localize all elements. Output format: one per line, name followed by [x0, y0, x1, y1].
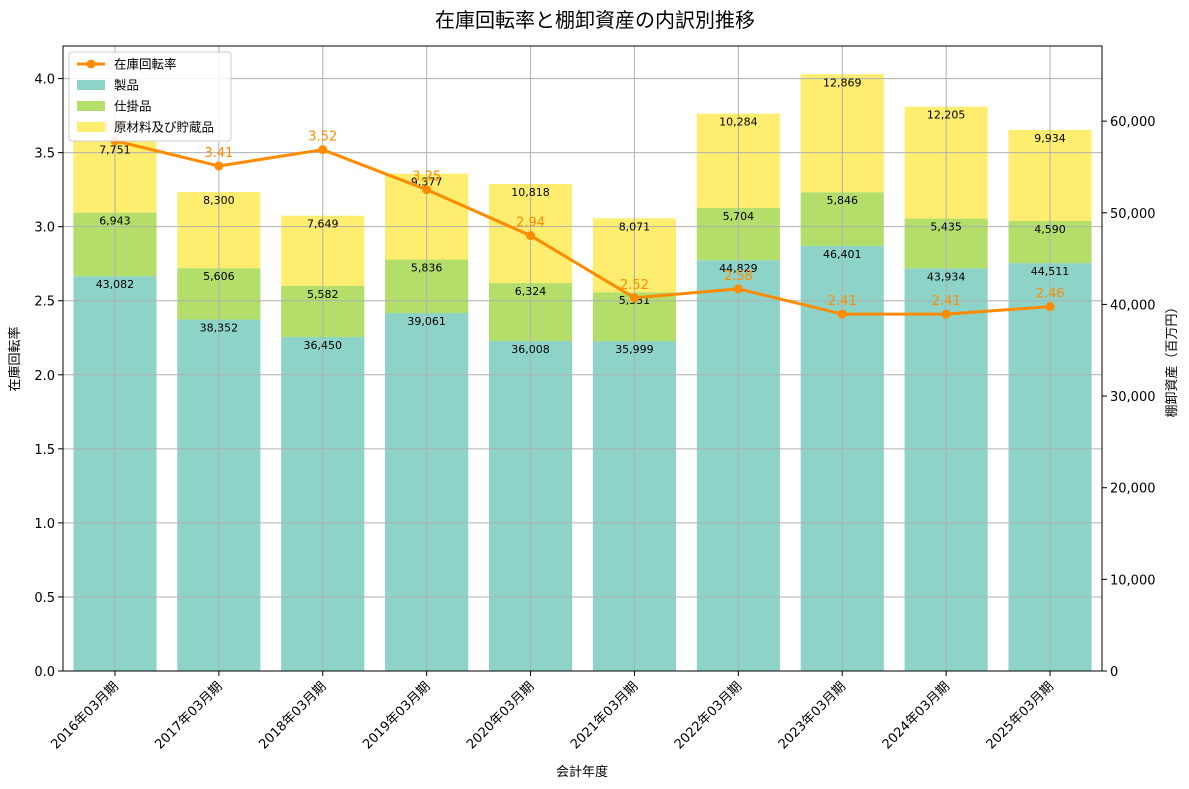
bar-label-1-7: 5,846: [827, 194, 859, 207]
rate-point-1: [214, 161, 224, 171]
rate-label-8: 2.41: [932, 294, 961, 309]
rate-point-9: [1045, 302, 1055, 312]
legend-label-1: 製品: [114, 78, 139, 93]
bar-label-2-9: 9,934: [1034, 132, 1066, 145]
ytick-left-label-6: 3.0: [34, 221, 55, 236]
bar-label-2-6: 10,284: [719, 116, 758, 129]
legend-swatch-1: [77, 80, 105, 90]
rate-point-5: [629, 293, 639, 303]
rate-point-8: [941, 309, 951, 319]
xtick-label-9: 2025年03月期: [984, 679, 1057, 752]
xtick-label-4: 2020年03月期: [464, 679, 537, 752]
ytick-right-label-2: 20,000: [1110, 482, 1156, 497]
xtick-label-6: 2022年03月期: [672, 679, 745, 752]
bar-label-1-3: 5,836: [411, 262, 443, 275]
bar-label-0-8: 43,934: [927, 270, 966, 283]
ytick-right-label-3: 30,000: [1110, 390, 1156, 405]
xtick-label-8: 2024年03月期: [880, 679, 953, 752]
bar-label-1-4: 6,324: [515, 285, 547, 298]
legend-label-0: 在庫回転率: [114, 57, 177, 72]
ytick-left-label-5: 2.5: [34, 295, 55, 310]
xtick-label-5: 2021年03月期: [568, 679, 641, 752]
bar-label-1-1: 5,606: [203, 270, 235, 283]
bar-label-1-2: 5,582: [307, 288, 339, 301]
bar-label-1-6: 5,704: [723, 210, 755, 223]
ytick-right-label-1: 10,000: [1110, 573, 1156, 588]
rate-label-5: 2.52: [620, 278, 649, 293]
y-axis-left-label: 在庫回転率: [7, 326, 23, 391]
rate-label-3: 3.25: [412, 170, 441, 185]
bar-label-0-2: 36,450: [304, 339, 343, 352]
legend-swatch-marker: [86, 59, 96, 69]
bar-label-0-9: 44,511: [1031, 265, 1070, 278]
ytick-left-label-7: 3.5: [34, 147, 55, 162]
legend-label-3: 原材料及び貯蔵品: [114, 120, 214, 135]
ytick-right-label-6: 60,000: [1110, 115, 1156, 130]
bar-label-0-5: 35,999: [615, 343, 654, 356]
chart-title: 在庫回転率と棚卸資産の内訳別推移: [435, 8, 755, 32]
rate-point-7: [837, 309, 847, 319]
ytick-left-label-8: 4.0: [34, 73, 55, 88]
xtick-label-1: 2017年03月期: [152, 679, 225, 752]
xtick-label-7: 2023年03月期: [776, 679, 849, 752]
bar-label-1-9: 4,590: [1034, 223, 1066, 236]
bar-label-2-8: 12,205: [927, 109, 966, 122]
bar-label-0-0: 43,082: [96, 278, 135, 291]
ytick-right-label-5: 50,000: [1110, 207, 1156, 222]
legend-swatch-2: [77, 101, 105, 111]
xtick-label-0: 2016年03月期: [48, 679, 121, 752]
ytick-left-label-3: 1.5: [34, 443, 55, 458]
grid: [63, 46, 1102, 672]
rate-label-1: 3.41: [204, 146, 233, 161]
bar-label-2-0: 7,751: [99, 144, 131, 157]
bar-labels: 43,082 6,943 7,751 38,352 5,606 8,300 36,450 5,…: [96, 76, 1070, 356]
bar-label-0-4: 36,008: [511, 343, 550, 356]
rate-line-path: [114, 139, 1051, 316]
rate-label-6: 2.58: [724, 269, 753, 284]
legend-swatch-3: [77, 122, 105, 132]
rate-point-3: [422, 185, 432, 195]
legend-label-2: 仕掛品: [114, 99, 152, 114]
rate-point-4: [526, 231, 536, 241]
ytick-left-label-4: 2.0: [34, 369, 55, 384]
bar-label-0-3: 39,061: [407, 315, 446, 328]
ytick-right-label-0: 0: [1110, 665, 1118, 680]
ytick-left-label-0: 0.0: [34, 665, 55, 680]
rate-label-2: 3.52: [308, 130, 337, 145]
xtick-label-3: 2019年03月期: [360, 679, 433, 752]
xtick-label-2: 2018年03月期: [256, 679, 329, 752]
bar-label-2-4: 10,818: [511, 186, 550, 199]
rate-label-9: 2.46: [1036, 287, 1065, 302]
legend-box: [68, 51, 232, 142]
bar-label-0-7: 46,401: [823, 248, 862, 261]
rate-point-6: [733, 284, 743, 294]
bar-label-2-2: 7,649: [307, 218, 339, 231]
bar-label-2-7: 12,869: [823, 76, 862, 89]
y-axis-right-label: 棚卸資産（百万円）: [1164, 300, 1180, 417]
bar-label-0-6: 44,829: [719, 262, 758, 275]
bar-label-2-5: 8,071: [619, 220, 651, 233]
bar-label-0-1: 38,352: [200, 322, 239, 335]
bar-label-1-0: 6,943: [99, 215, 131, 228]
bar-label-1-8: 5,435: [930, 221, 962, 234]
rate-label-4: 2.94: [516, 216, 545, 231]
ytick-left-label-1: 0.5: [34, 591, 55, 606]
ytick-left-label-2: 1.0: [34, 517, 55, 532]
rate-point-2: [318, 145, 328, 155]
plot-frame: [62, 45, 1103, 672]
x-axis-label: 会計年度: [556, 764, 608, 780]
bar-label-2-1: 8,300: [203, 194, 235, 207]
ytick-right-label-4: 40,000: [1110, 298, 1156, 313]
rate-label-7: 2.41: [828, 294, 857, 309]
